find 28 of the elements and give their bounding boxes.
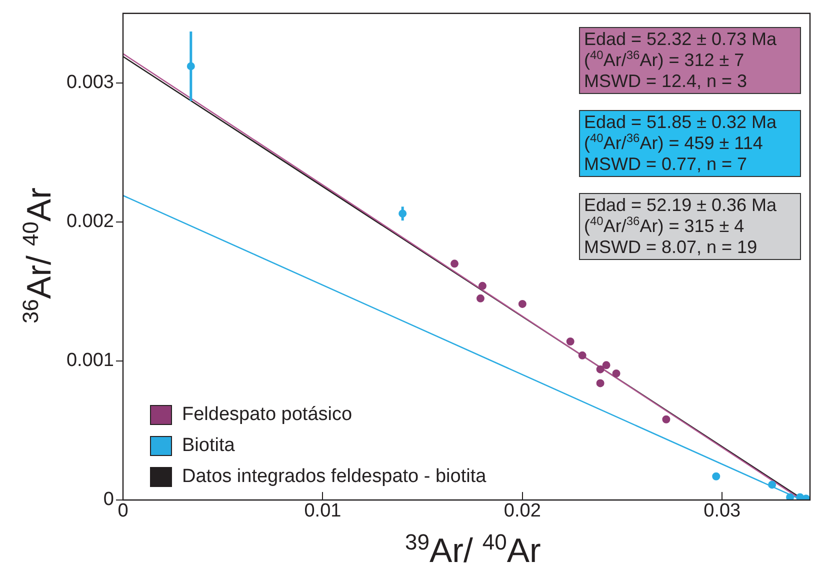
annotation: Edad = 51.85 ± 0.32 Ma ($^{40}$Ar/$^{36}$Ar) = 459 ± 114 MSWD = 0.77, n = 7: [579, 110, 801, 177]
x-tick-label: 0: [118, 500, 128, 522]
legend-label: Feldespato potásico: [182, 404, 352, 426]
y-tick-label: 0.002: [66, 211, 114, 232]
x-axis-title: $^{39}$Ar/ $^{40}$Ar: [405, 530, 541, 571]
y-tick-label: 0.001: [66, 350, 114, 372]
x-tick-label: 0.03: [704, 500, 741, 522]
legend-label: Biotita: [182, 434, 235, 456]
x-tick-label: 0.02: [504, 500, 541, 522]
point: [566, 338, 574, 346]
point: [712, 472, 720, 480]
annotation: Edad = 52.32 ± 0.73 Ma ($^{40}$Ar/$^{36}$Ar) = 312 ± 7 MSWD = 12.4, n = 3: [579, 27, 801, 94]
point: [596, 365, 604, 374]
annotation: Edad = 52.19 ± 0.36 Ma ($^{40}$Ar/$^{36}$Ar) = 315 ± 4 MSWD = 8.07, n = 19: [579, 193, 801, 260]
point: [662, 415, 670, 424]
point: [768, 480, 776, 489]
point: [612, 369, 620, 378]
legend-label: Datos integrados feldespato - biotita: [182, 466, 486, 488]
point: [602, 361, 610, 370]
point: [578, 351, 586, 360]
point: [478, 282, 486, 290]
x-tick-label: 0.01: [304, 500, 342, 522]
point: [596, 379, 604, 388]
y-tick-label: 0.003: [66, 72, 114, 94]
point: [476, 294, 484, 302]
point: [518, 300, 526, 308]
point: [786, 493, 794, 500]
point: [450, 260, 459, 268]
